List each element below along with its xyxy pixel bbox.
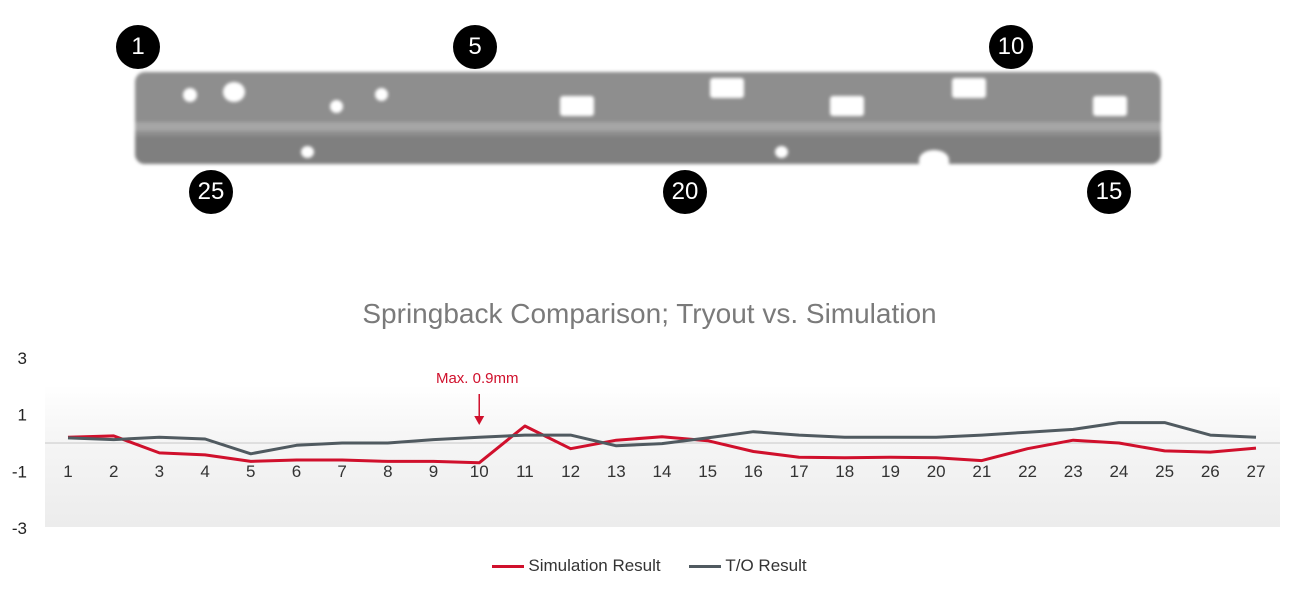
x-tick-label: 26 <box>1201 462 1220 481</box>
legend-label: T/O Result <box>725 556 807 575</box>
x-tick-label: 11 <box>516 462 534 481</box>
sheet-metal-part <box>135 72 1161 170</box>
chart-legend: Simulation Result T/O Result <box>0 556 1299 576</box>
x-tick-label: 6 <box>292 462 301 481</box>
plot-area <box>45 385 1280 527</box>
part-slot <box>560 96 594 116</box>
legend-swatch <box>492 565 525 569</box>
part-slot <box>710 78 744 98</box>
annotation-label: Max. 0.9mm <box>436 370 519 387</box>
x-tick-label: 22 <box>1018 462 1037 481</box>
y-tick-label: 3 <box>18 349 27 368</box>
x-tick-label: 21 <box>972 462 991 481</box>
x-tick-label: 25 <box>1155 462 1174 481</box>
point-marker: 15 <box>1087 170 1131 214</box>
x-tick-label: 13 <box>607 462 626 481</box>
part-image: 1 5 10 25 20 15 <box>0 0 1299 230</box>
point-marker: 1 <box>116 25 160 69</box>
x-tick-label: 20 <box>927 462 946 481</box>
y-tick-label: -3 <box>12 519 27 538</box>
part-slot <box>952 78 986 98</box>
annotation-arrow-head <box>474 416 485 425</box>
x-tick-label: 16 <box>744 462 763 481</box>
x-tick-label: 1 <box>63 462 72 481</box>
x-tick-label: 18 <box>835 462 854 481</box>
series-line-tryout <box>67 421 1257 456</box>
x-tick-label: 10 <box>470 462 489 481</box>
part-hole <box>301 146 314 158</box>
part-slot <box>830 96 864 116</box>
x-tick-label: 3 <box>155 462 164 481</box>
x-tick-label: 19 <box>881 462 900 481</box>
x-tick-label: 7 <box>337 462 346 481</box>
series-line-simulation <box>67 424 1257 465</box>
x-tick-label: 23 <box>1064 462 1083 481</box>
part-hole <box>775 146 788 158</box>
part-hole <box>375 88 388 101</box>
x-tick-label: 8 <box>383 462 392 481</box>
point-marker: 10 <box>989 25 1033 69</box>
y-tick-label: -1 <box>12 462 27 481</box>
x-tick-label: 5 <box>246 462 255 481</box>
x-tick-label: 24 <box>1109 462 1128 481</box>
point-marker: 5 <box>453 25 497 69</box>
x-tick-label: 4 <box>200 462 209 481</box>
legend-label: Simulation Result <box>528 556 661 575</box>
point-marker: 25 <box>189 170 233 214</box>
x-tick-label: 9 <box>429 462 438 481</box>
legend-item-tryout: T/O Result <box>689 556 807 576</box>
y-tick-label: 1 <box>18 406 27 425</box>
part-rib <box>135 122 1161 131</box>
point-marker: 20 <box>663 170 707 214</box>
x-tick-label: 17 <box>790 462 809 481</box>
x-tick-label: 15 <box>698 462 717 481</box>
part-slot <box>1093 96 1127 116</box>
x-tick-label: 2 <box>109 462 118 481</box>
part-hole <box>223 82 245 102</box>
legend-item-simulation: Simulation Result <box>492 556 661 576</box>
x-tick-label: 27 <box>1247 462 1266 481</box>
x-tick-label: 12 <box>561 462 580 481</box>
part-notch <box>919 150 949 170</box>
part-hole <box>330 100 343 113</box>
legend-swatch <box>689 565 722 569</box>
part-hole <box>183 88 197 102</box>
chart-title: Springback Comparison; Tryout vs. Simula… <box>362 298 937 329</box>
x-tick-label: 14 <box>653 462 672 481</box>
